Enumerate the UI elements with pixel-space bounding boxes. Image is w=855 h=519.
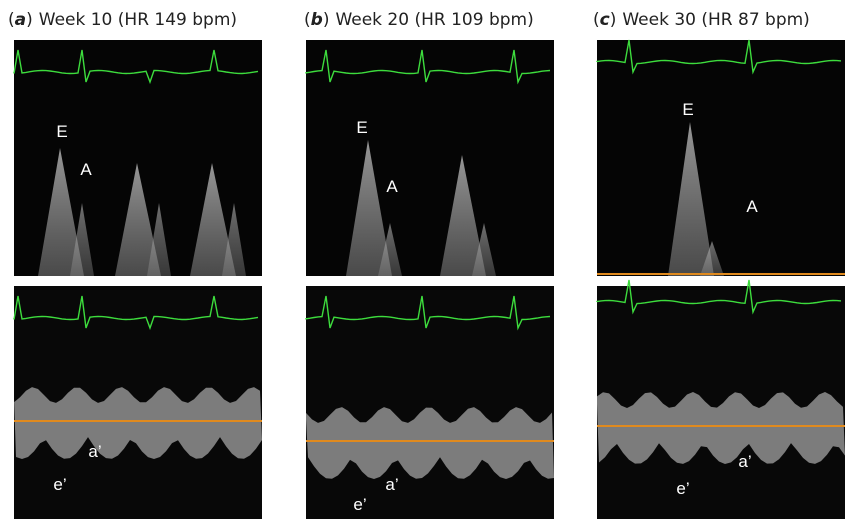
e-wave [190,163,236,276]
ecg-trace [13,49,259,85]
panel-heading: (c) Week 30 (HR 87 bpm) [593,10,810,30]
label-A: A [386,177,398,196]
a-wave [700,241,724,276]
label-A: A [746,197,758,216]
panel-heading: (b) Week 20 (HR 109 bpm) [304,10,534,30]
panel: (c) Week 30 (HR 87 bpm) E Ae’ a’ [593,10,845,519]
tissue-doppler [306,407,554,479]
tissue-doppler [597,392,845,464]
label-a-prime: a’ [88,442,101,461]
a-wave [378,223,402,276]
label-e-prime: e’ [53,475,66,494]
panel: (b) Week 20 (HR 109 bpm) E Ae’ a’ [304,10,554,519]
tissue-doppler [14,387,262,459]
panel-label: c [600,10,610,30]
doppler-top [597,40,845,276]
a-wave [70,203,94,276]
a-wave [222,203,246,276]
ecg-trace [596,39,842,75]
e-wave [440,155,486,276]
panel-label: a [15,10,26,30]
bracket: ) [26,10,33,30]
doppler-top [306,40,554,276]
bracket: ) [610,10,617,30]
panel-title: Week 20 (HR 109 bpm) [335,10,533,30]
label-a-prime: a’ [385,475,398,494]
a-wave [472,223,496,276]
e-wave [668,122,714,276]
doppler-bottom [306,286,554,519]
doppler-bottom [597,286,845,519]
bracket: ( [8,10,15,30]
panel-heading: (a) Week 10 (HR 149 bpm) [8,10,237,30]
bracket: ( [304,10,311,30]
panel: (a) Week 10 (HR 149 bpm) EAe’ a’ [8,10,262,519]
panel-label: b [311,10,323,30]
e-wave [115,163,161,276]
label-E: E [56,122,67,141]
label-E: E [682,100,693,119]
panel-title: Week 30 (HR 87 bpm) [622,10,809,30]
label-e-prime: e’ [676,479,689,498]
panel-title: Week 10 (HR 149 bpm) [39,10,237,30]
ecg-trace [305,49,551,85]
label-E: E [356,118,367,137]
e-wave [346,140,392,276]
label-A: A [80,160,92,179]
bracket: ( [593,10,600,30]
label-a-prime: a’ [738,452,751,471]
ecg-trace [596,279,842,315]
ecg-trace [305,295,551,331]
ecg-trace [13,295,259,331]
a-wave [147,203,171,276]
label-e-prime: e’ [353,495,366,514]
bracket: ) [323,10,330,30]
e-wave [38,148,84,276]
